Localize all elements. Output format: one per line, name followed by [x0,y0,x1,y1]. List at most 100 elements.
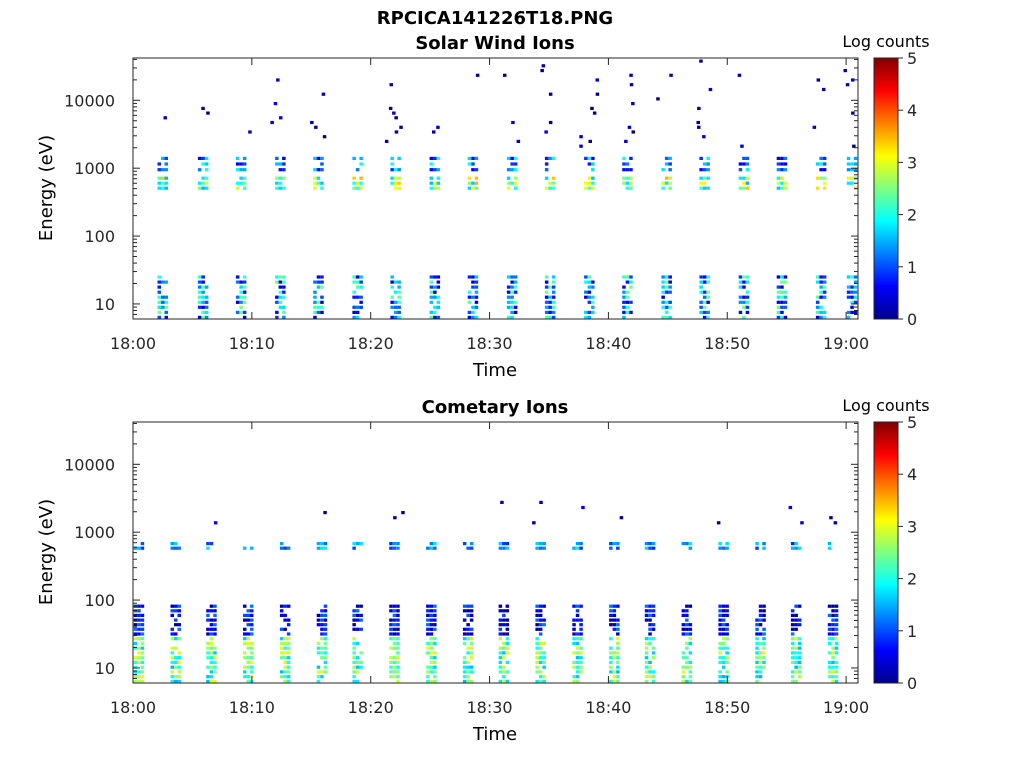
heatmap-cell [282,162,286,166]
heatmap-cell [170,627,174,631]
heatmap-cell [681,632,686,636]
heatmap-cell [738,176,743,180]
heatmap-cell [213,651,217,655]
heatmap-cell [352,651,356,655]
heatmap-cell [206,618,210,622]
heatmap-cell [651,609,656,613]
heatmap-cell [506,176,511,180]
heatmap-cell [359,280,363,284]
heatmap-cell [827,546,832,550]
heatmap-cell [352,646,356,650]
heatmap-cell [587,300,592,304]
heatmap-cell [699,156,703,160]
heatmap-cell [209,627,214,631]
heatmap-cell [609,651,613,655]
heatmap-cell [282,310,286,314]
heatmap-cell [433,665,437,669]
heatmap-cell [426,609,430,613]
heatmap-cell [390,181,394,185]
colorbar-tick-label: 4 [907,101,917,120]
heatmap-cell [163,116,167,120]
heatmap-cell [721,609,726,613]
heatmap-cell [133,546,138,550]
heatmap-cell [783,168,788,172]
heatmap-cell [133,623,138,627]
heatmap-cell [853,310,858,314]
heatmap-cell [279,656,284,660]
heatmap-cell [591,305,595,309]
heatmap-cell [474,295,479,299]
heatmap-cell [433,290,437,294]
heatmap-cell [846,181,851,185]
heatmap-cell [579,632,583,636]
heatmap-cell [575,542,580,546]
heatmap-cell [776,275,781,279]
heatmap-cell [467,181,472,185]
heatmap-cell [282,156,286,160]
heatmap-cell [164,168,168,172]
heatmap-cell [355,670,360,674]
heatmap-cell [393,280,398,284]
heatmap-cell [235,300,240,304]
heatmap-cell [209,604,214,608]
heatmap-cell [474,300,479,304]
heatmap-cell [846,315,851,319]
heatmap-cell [250,632,254,636]
heatmap-cell [681,665,686,669]
heatmap-cell [275,310,279,314]
heatmap-cell [758,670,763,674]
heatmap-cell [316,305,321,309]
heatmap-cell [389,542,393,546]
heatmap-cell [629,280,633,284]
heatmap-cell [738,285,743,289]
heatmap-cell [140,665,145,669]
heatmap-cell [235,280,240,284]
heatmap-cell [469,604,474,608]
heatmap-cell [776,285,781,289]
heatmap-cell [286,641,291,645]
heatmap-cell [544,310,549,314]
heatmap-cell [246,665,250,669]
heatmap-cell [250,651,254,655]
heatmap-cell [513,181,518,185]
heatmap-cell [352,542,356,546]
heatmap-cell [286,675,291,679]
heatmap-cell [542,604,546,608]
heatmap-cell [352,280,356,284]
heatmap-cell [433,295,437,299]
heatmap-cell [651,604,656,608]
heatmap-cell [699,186,703,190]
heatmap-cell [681,613,686,617]
heatmap-cell [827,627,832,631]
heatmap-cell [591,310,595,314]
heatmap-cell [681,623,686,627]
heatmap-cell [242,176,247,180]
heatmap-cell [584,181,588,185]
heatmap-cell [174,609,178,613]
heatmap-cell [320,613,324,617]
heatmap-cell [648,675,652,679]
heatmap-cell [429,156,434,160]
heatmap-cell [579,670,583,674]
heatmap-cell [140,627,145,631]
heatmap-cell [846,310,851,314]
heatmap-cell [323,665,328,669]
heatmap-cell [758,604,763,608]
heatmap-cell [429,181,434,185]
heatmap-cell [396,679,400,683]
heatmap-cell [572,651,576,655]
heatmap-cell [790,679,795,683]
heatmap-cell [164,181,168,185]
heatmap-cell [699,59,703,63]
heatmap-cell [725,646,729,650]
heatmap-cell [393,305,398,309]
heatmap-cell [161,186,165,190]
heatmap-cell [396,637,400,641]
heatmap-cell [429,285,434,289]
heatmap-cell [390,300,394,304]
heatmap-cell [209,542,214,546]
heatmap-cell [170,632,174,636]
heatmap-cell [706,295,710,299]
heatmap-cell [140,637,145,641]
heatmap-cell [721,675,726,679]
